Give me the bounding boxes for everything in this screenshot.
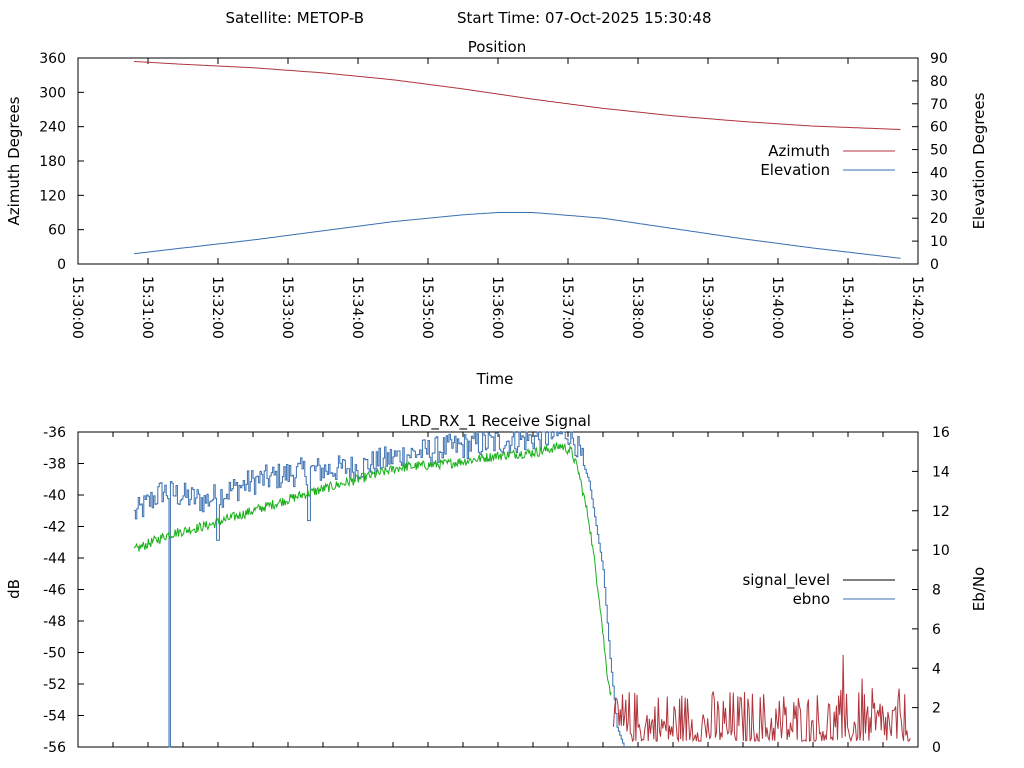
position-y2tick-label: 10 (930, 234, 948, 250)
signal-left-axis: -56 -54 -52 -50 -48 -46 -44 -42 -40 -38 -36 (43, 425, 84, 756)
position-y2tick-label: 80 (930, 74, 948, 90)
position-ytick-label: 360 (39, 51, 66, 67)
position-y-axis-label: Azimuth Degrees (5, 96, 23, 225)
signal-y2tick-label: 12 (932, 504, 950, 520)
signal-ytick-label: -50 (43, 646, 66, 662)
position-ytick-label: 120 (39, 188, 66, 204)
signal-ytick-label: -36 (43, 425, 66, 441)
signal-ytick-label: -56 (43, 740, 66, 756)
position-xtick-label: 15:30:00 (69, 276, 85, 339)
signal-y-axis-label: dB (5, 579, 23, 599)
receive-signal-chart: LRD_RX_1 Receive Signal -56-54-52-50-48-… (5, 412, 988, 756)
receive-signal-chart-title: LRD_RX_1 Receive Signal (401, 412, 591, 431)
position-xtick-label: 15:35:00 (419, 276, 435, 339)
signal-right-axis: 0 2 4 6 8 10 12 14 16 (912, 425, 950, 756)
position-xtick-label: 15:38:00 (629, 276, 645, 339)
signal-ytick-label: -54 (43, 709, 66, 725)
start-time-label: Start Time: 07-Oct-2025 15:30:48 (457, 9, 712, 27)
azimuth-series-line (133, 60, 901, 130)
signal-ytick-label: -38 (43, 457, 66, 473)
position-ytick-label: 300 (39, 85, 66, 101)
position-y2tick-label: 30 (930, 188, 948, 204)
position-ytick-label: 240 (39, 120, 66, 136)
signal-y2tick-label: 0 (932, 740, 941, 756)
satellite-label: Satellite: METOP-B (225, 9, 364, 27)
position-ytick-label: 180 (39, 154, 66, 170)
signal-ytick-label: -48 (43, 614, 66, 630)
position-xtick-label: 15:32:00 (209, 276, 225, 339)
legend-signal-level-label: signal_level (742, 571, 830, 590)
signal-ytick-label: -46 (43, 583, 66, 599)
signal-y2tick-label: 2 (932, 701, 941, 717)
position-y2tick-label: 60 (930, 120, 948, 136)
signal-time-axis (77, 432, 919, 747)
position-y2tick-label: 70 (930, 97, 948, 113)
legend-elevation-label: Elevation (760, 161, 830, 179)
position-right-axis: 0 10 20 30 40 50 60 70 80 90 (912, 51, 948, 273)
signal-ytick-label: -42 (43, 520, 66, 536)
position-y2tick-label: 20 (930, 211, 948, 227)
position-chart: Position 0 60 120 180 240 300 360 0 10 20 30 40 50 6… (5, 38, 988, 388)
position-xtick-label: 15:36:00 (489, 276, 505, 339)
signal-y2tick-label: 8 (932, 583, 941, 599)
legend-azimuth-label: Azimuth (768, 142, 830, 160)
signal-ytick-label: -40 (43, 488, 66, 504)
position-xtick-label: 15:41:00 (839, 276, 855, 339)
position-xtick-label: 15:34:00 (349, 276, 365, 339)
position-x-axis-label: Time (476, 370, 514, 388)
position-chart-title: Position (468, 38, 526, 56)
position-ytick-label: 0 (57, 257, 66, 273)
signal-y2tick-label: 16 (932, 425, 950, 441)
green-trace-line (133, 442, 612, 696)
position-y2tick-label: 50 (930, 143, 948, 159)
signal-y2tick-label: 10 (932, 543, 950, 559)
position-xtick-label: 15:40:00 (769, 276, 785, 339)
position-y2tick-label: 40 (930, 165, 948, 181)
position-left-axis: 0 60 120 180 240 300 360 (39, 51, 84, 273)
position-xtick-label: 15:33:00 (279, 276, 295, 339)
signal-y2tick-label: 6 (932, 622, 941, 638)
red-trace-line (613, 654, 911, 743)
signal-y2-axis-label: Eb/No (970, 567, 988, 611)
signal-y2tick-label: 4 (932, 661, 941, 677)
signal-ytick-label: -52 (43, 677, 66, 693)
signal-ytick-label: -44 (43, 551, 66, 567)
signal-y2tick-label: 14 (932, 464, 950, 480)
position-xtick-label: 15:37:00 (559, 276, 575, 339)
position-xtick-label: 15:42:00 (909, 276, 925, 339)
position-legend: Azimuth Elevation (760, 142, 895, 179)
legend-ebno-label: ebno (793, 590, 830, 608)
position-y2-axis-label: Elevation Degrees (970, 92, 988, 229)
position-y2tick-label: 90 (930, 51, 948, 67)
position-ytick-label: 60 (48, 223, 66, 239)
position-xtick-label: 15:39:00 (699, 276, 715, 339)
signal-legend: signal_level ebno (742, 571, 895, 608)
position-time-axis: 15:30:00 15:31:00 15:32:00 15:33:00 15:34:00… (69, 58, 925, 339)
elevation-series-line (133, 212, 901, 259)
position-xtick-label: 15:31:00 (139, 276, 155, 339)
position-y2tick-label: 0 (930, 257, 939, 273)
